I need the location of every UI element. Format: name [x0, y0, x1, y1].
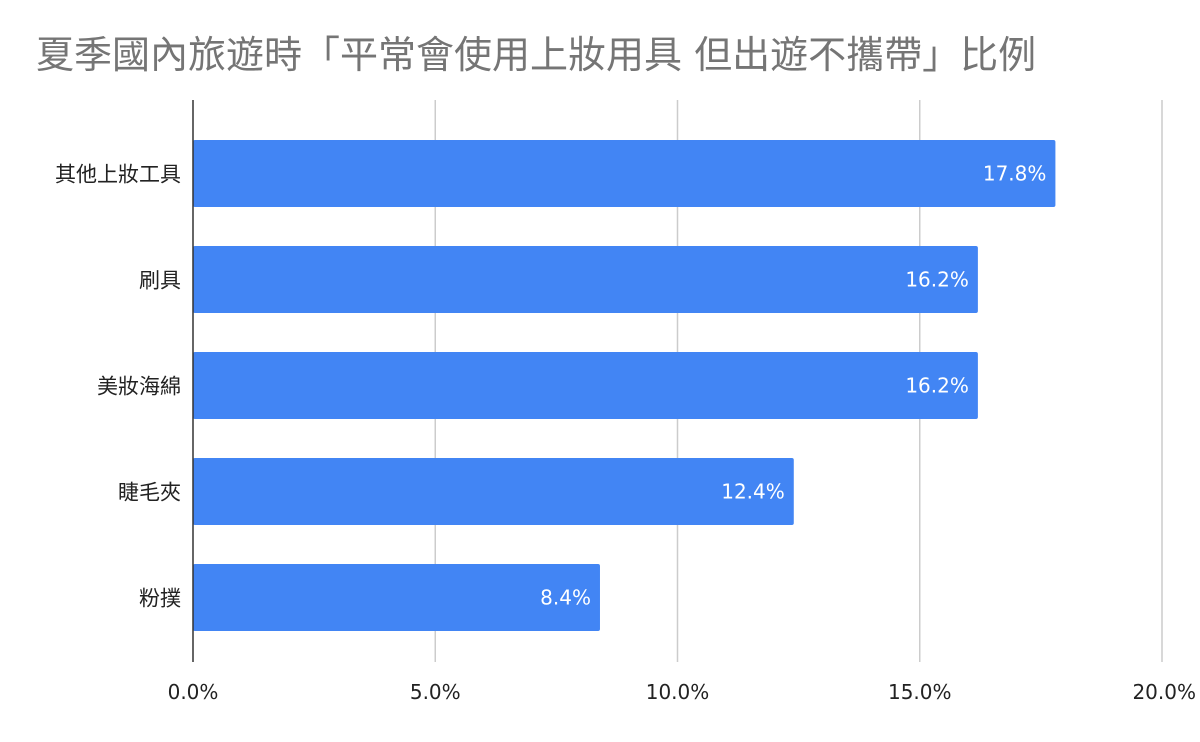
category-label: 刷具 — [139, 269, 181, 293]
bar — [193, 140, 1056, 207]
category-label: 美妝海綿 — [97, 375, 181, 399]
chart-title: 夏季國內旅遊時「平常會使用上妝用具 但出遊不攜帶」比例 — [36, 33, 1036, 77]
value-labels: 17.8% 16.2% 16.2% 12.4% 8.4% — [540, 162, 1046, 610]
bars — [193, 140, 1056, 631]
category-label: 其他上妝工具 — [55, 163, 181, 187]
bar-value-label: 16.2% — [905, 268, 969, 292]
bar-value-label: 16.2% — [905, 374, 969, 398]
bar — [193, 246, 978, 313]
x-tick-label: 20.0% — [1132, 680, 1196, 704]
category-label: 粉撲 — [139, 587, 181, 611]
x-tick-label: 5.0% — [410, 680, 461, 704]
x-tick-label: 10.0% — [646, 680, 710, 704]
x-axis-tick-labels: 0.0% 5.0% 10.0% 15.0% 20.0% — [168, 680, 1196, 704]
bar-value-label: 17.8% — [983, 162, 1047, 186]
bar-value-label: 8.4% — [540, 586, 591, 610]
bar — [193, 458, 794, 525]
x-tick-label: 15.0% — [888, 680, 952, 704]
x-tick-label: 0.0% — [168, 680, 219, 704]
bar-value-label: 12.4% — [721, 480, 785, 504]
bar — [193, 352, 978, 419]
category-label: 睫毛夾 — [118, 481, 181, 505]
bar — [193, 564, 600, 631]
